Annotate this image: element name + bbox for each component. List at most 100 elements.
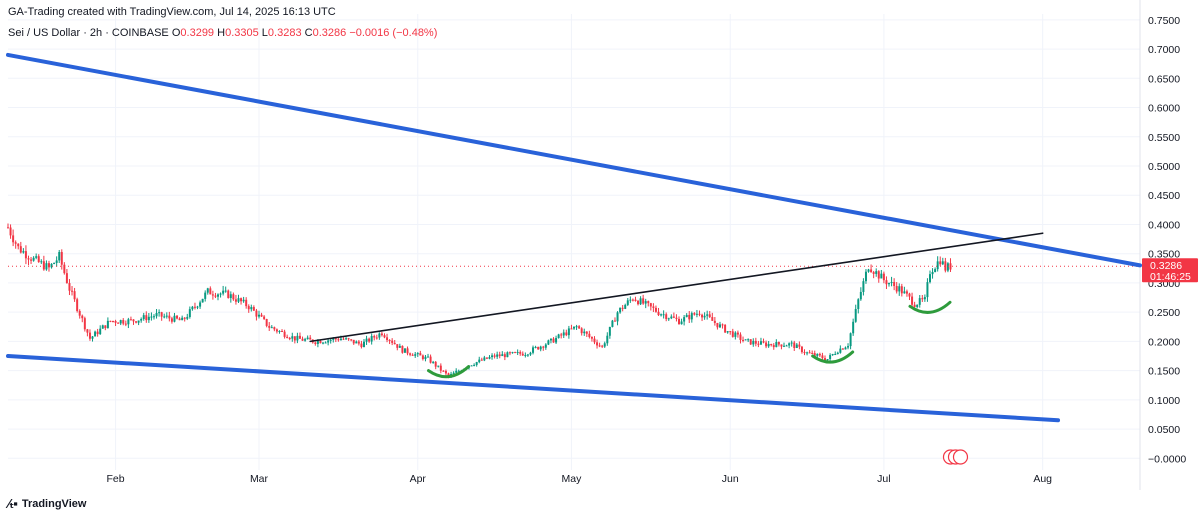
candle-body [644, 301, 647, 304]
candle-body [109, 320, 112, 322]
candle-body [104, 325, 107, 329]
candle-body [606, 335, 609, 344]
candle-body [706, 314, 709, 316]
candle-body [524, 355, 527, 357]
candle-body [88, 332, 91, 339]
candle-body [811, 352, 814, 354]
candle-body [301, 338, 304, 341]
candle-body [240, 298, 243, 302]
candle-body [186, 316, 189, 319]
channel-trendline [6, 52, 1142, 268]
candle-body [678, 318, 681, 325]
candle-body [619, 307, 622, 313]
candle-body [480, 359, 483, 361]
candle-body [549, 338, 552, 341]
open-label: O [171, 27, 181, 39]
candle-body [81, 315, 84, 319]
candle-body [511, 352, 514, 354]
candle-body [790, 342, 793, 344]
candle-body [649, 303, 652, 307]
candle-body [647, 301, 650, 304]
candle-body [76, 299, 79, 311]
candle-body [94, 331, 97, 337]
candle-body [593, 338, 596, 343]
candle-body [475, 362, 478, 365]
candle-body [270, 327, 273, 329]
candle-body [355, 341, 358, 344]
candle-body [388, 340, 391, 342]
candle-body [188, 309, 191, 317]
candle-body [96, 331, 99, 335]
candle-body [71, 290, 74, 292]
candle-body [888, 283, 891, 285]
candle-body [867, 269, 870, 272]
candle-body [478, 359, 481, 363]
candle-body [798, 344, 801, 347]
candle-body [501, 354, 504, 357]
candle-body [368, 338, 371, 342]
candle-body [772, 345, 775, 348]
candle-body [314, 342, 317, 344]
candle-body [583, 331, 586, 334]
y-tick-label: 0.6500 [1148, 73, 1180, 85]
candle-body [852, 321, 855, 334]
bar-countdown: 01:46:25 [1150, 271, 1191, 283]
candle-body [191, 306, 194, 310]
candle-body [823, 358, 826, 361]
candle-body [178, 318, 181, 321]
candle-body [183, 317, 186, 319]
candle-body [806, 352, 809, 354]
candle-body [380, 333, 383, 336]
tradingview-logo-icon: ⁄ₜ▪ [8, 496, 18, 511]
candle-body [637, 300, 640, 305]
candle-body [849, 333, 852, 347]
candle-body [941, 261, 944, 265]
candle-body [173, 315, 176, 322]
candle-body [670, 316, 673, 319]
candle-body [193, 306, 196, 308]
candle-body [521, 353, 524, 356]
candle-body [106, 320, 109, 329]
candle-body [429, 356, 432, 363]
candle-body [255, 310, 258, 317]
candle-body [30, 259, 33, 261]
candle-body [265, 319, 268, 326]
candle-body [662, 314, 665, 316]
candle-body [217, 294, 220, 297]
candle-body [949, 263, 952, 270]
candle-body [145, 315, 148, 321]
candle-body [542, 346, 545, 348]
candle-body [734, 332, 737, 337]
candle-body [424, 356, 427, 360]
candle-body [588, 333, 591, 337]
candle-body [652, 306, 655, 308]
candle-body [642, 298, 645, 304]
candle-body [260, 314, 263, 317]
candle-body [357, 341, 360, 344]
candle-body [135, 321, 138, 323]
candle-body [214, 295, 217, 297]
candle-body [165, 315, 168, 317]
candle-body [590, 336, 593, 339]
candle-body [91, 336, 94, 339]
candle-body [298, 335, 301, 339]
candle-body [245, 299, 248, 307]
candle-body [864, 271, 867, 282]
candle-body [562, 332, 565, 336]
candle-body [470, 365, 473, 367]
candle-body [783, 345, 786, 347]
tradingview-logo[interactable]: ⁄ₜ▪ TradingView [8, 496, 86, 512]
candle-body [119, 320, 122, 324]
candle-body [808, 352, 811, 354]
candle-body [870, 269, 873, 273]
candle-body [844, 347, 847, 350]
candle-body [257, 314, 260, 317]
candle-body [232, 294, 235, 300]
tradingview-logo-text: TradingView [21, 498, 87, 510]
candle-body [685, 314, 688, 318]
support-arc [908, 300, 952, 314]
high-label: H [217, 27, 226, 39]
candle-body [391, 340, 394, 343]
